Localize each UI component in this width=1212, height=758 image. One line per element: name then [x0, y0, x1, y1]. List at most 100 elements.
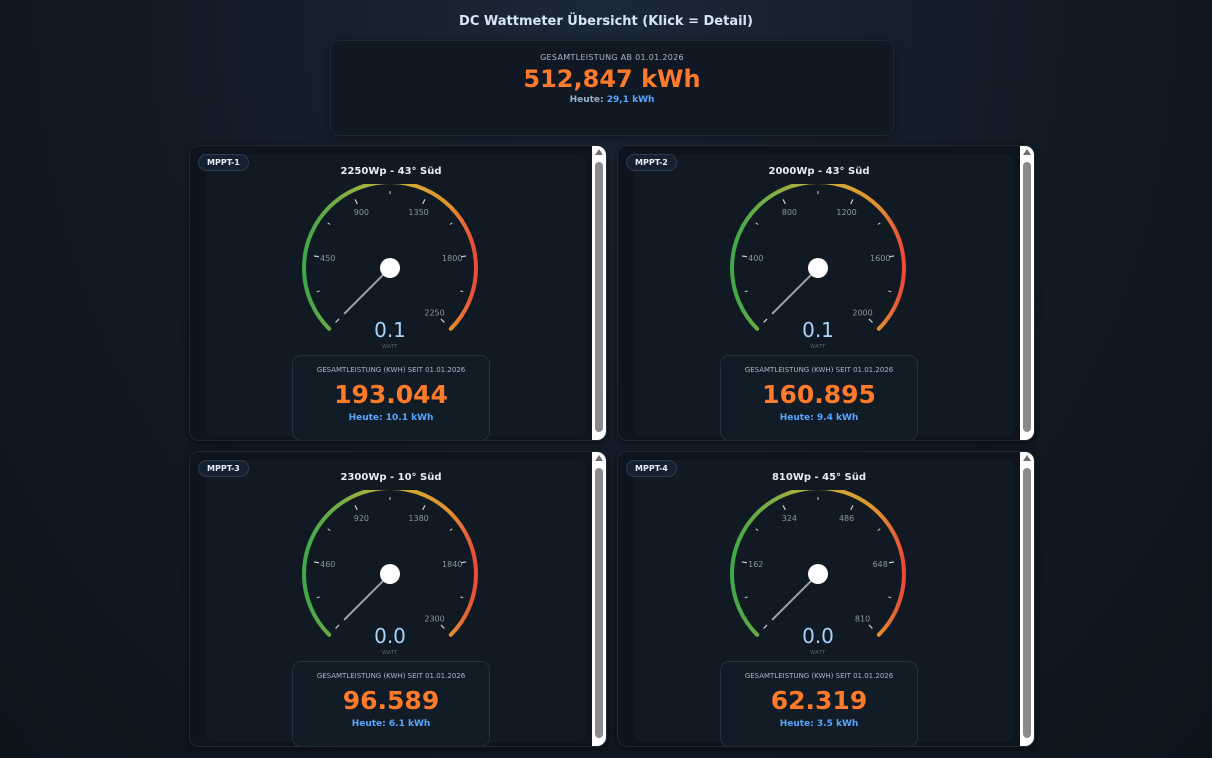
card-title: 2250Wp - 43° Süd	[340, 166, 442, 177]
gauge-tick	[877, 222, 881, 225]
gauge-tick	[460, 290, 464, 293]
card-scrollbar[interactable]	[1020, 452, 1034, 746]
gauge-tick-label: 400	[748, 254, 763, 263]
gauge-tick	[460, 596, 464, 599]
card-title: 2300Wp - 10° Süd	[340, 472, 442, 483]
gauge-tick	[763, 318, 768, 323]
power-gauge: 450 900 1350 1800 2250 0.1 WATT	[300, 180, 480, 354]
gauge-tick	[889, 255, 895, 258]
gauge-value: 0.0	[802, 624, 834, 648]
gauge-tick	[888, 290, 892, 293]
gauge-tick-label: 800	[782, 208, 797, 217]
gauge-tick	[313, 561, 319, 564]
card-scrollbar[interactable]	[592, 146, 606, 440]
gauge-value: 0.1	[802, 318, 834, 342]
gauge-hub	[380, 564, 400, 584]
gauge-tick	[850, 505, 854, 511]
gauge-tick-label: 1800	[442, 254, 462, 263]
mppt-badge: MPPT-3	[198, 460, 249, 477]
gauge-tick-label: 1380	[408, 514, 428, 523]
gauge-unit: WATT	[810, 344, 826, 350]
gauge-tick	[354, 199, 358, 205]
total-today-value: 29,1 kWh	[606, 95, 655, 105]
gauge-value: 0.1	[374, 318, 406, 342]
energy-today: Heute: 6.1 kWh	[351, 719, 431, 729]
energy-label: GESAMTLEISTUNG (KWH) SEIT 01.01.2026	[316, 366, 466, 374]
mppt-card-3[interactable]: MPPT-3 2300Wp - 10° Süd 460 920 1380 1840 23…	[189, 451, 607, 747]
energy-panel: GESAMTLEISTUNG (KWH) SEIT 01.01.2026 160…	[720, 355, 918, 440]
gauge-tick	[868, 318, 873, 323]
gauge-tick-label: 324	[782, 514, 797, 523]
gauge-tick-label: 486	[839, 514, 854, 523]
total-today-prefix: Heute:	[569, 95, 604, 105]
energy-today: Heute: 10.1 kWh	[348, 413, 434, 423]
mppt-badge: MPPT-1	[198, 154, 249, 171]
gauge-tick-label: 2000	[852, 309, 872, 318]
mppt-badge: MPPT-4	[626, 460, 677, 477]
gauge-hub	[380, 258, 400, 278]
total-today: Heute: 29,1 kWh	[331, 95, 893, 105]
card-title: 810Wp - 45° Süd	[771, 472, 867, 483]
gauge-tick	[440, 624, 445, 629]
gauge-tick	[741, 561, 747, 564]
scroll-up-arrow-icon[interactable]	[1023, 455, 1031, 461]
scroll-thumb[interactable]	[1023, 468, 1031, 738]
gauge-hub	[808, 258, 828, 278]
mppt-card-1[interactable]: MPPT-1 2250Wp - 43° Süd 450 900 1350 1800 22…	[189, 145, 607, 441]
gauge-tick-label: 900	[354, 208, 369, 217]
gauge-tick	[755, 528, 759, 531]
scroll-up-arrow-icon[interactable]	[1023, 149, 1031, 155]
gauge-tick	[782, 199, 786, 205]
energy-panel: GESAMTLEISTUNG (KWH) SEIT 01.01.2026 193…	[292, 355, 490, 440]
gauge-unit: WATT	[810, 650, 826, 656]
energy-value: 62.319	[770, 686, 868, 715]
card-scrollbar[interactable]	[1020, 146, 1034, 440]
total-summary-panel: GESAMTLEISTUNG AB 01.01.2026 512,847 kWh…	[330, 40, 894, 136]
page-title: DC Wattmeter Übersicht (Klick = Detail)	[459, 14, 753, 29]
gauge-value: 0.0	[374, 624, 406, 648]
gauge-tick-label: 810	[855, 615, 870, 624]
scroll-thumb[interactable]	[595, 468, 603, 738]
energy-value: 96.589	[342, 686, 440, 715]
gauge-tick	[744, 290, 748, 293]
mppt-card-2[interactable]: MPPT-2 2000Wp - 43° Süd 400 800 1200 1600 20…	[617, 145, 1035, 441]
gauge-tick	[422, 505, 426, 511]
gauge-tick	[461, 255, 467, 258]
gauge-tick	[327, 528, 331, 531]
gauge-tick-label: 460	[320, 560, 335, 569]
energy-value: 160.895	[762, 380, 876, 409]
gauge-tick	[440, 318, 445, 323]
scroll-thumb[interactable]	[595, 162, 603, 432]
gauge-tick	[889, 561, 895, 564]
gauge-needle	[343, 268, 390, 315]
gauge-tick	[741, 255, 747, 258]
gauge-tick	[449, 528, 453, 531]
gauge-tick-label: 162	[748, 560, 763, 569]
gauge-tick	[316, 290, 320, 293]
gauge-unit: WATT	[382, 344, 398, 350]
gauge-tick	[354, 505, 358, 511]
card-scrollbar[interactable]	[592, 452, 606, 746]
scroll-up-arrow-icon[interactable]	[595, 149, 603, 155]
gauge-unit: WATT	[382, 650, 398, 656]
scroll-thumb[interactable]	[1023, 162, 1031, 432]
gauge-tick-label: 2300	[424, 615, 444, 624]
energy-panel: GESAMTLEISTUNG (KWH) SEIT 01.01.2026 96.…	[292, 661, 490, 746]
gauge-tick-label: 920	[354, 514, 369, 523]
gauge-tick	[755, 222, 759, 225]
gauge-needle	[771, 268, 818, 315]
mppt-card-4[interactable]: MPPT-4 810Wp - 45° Süd 162 324 486 648 810 0…	[617, 451, 1035, 747]
energy-label: GESAMTLEISTUNG (KWH) SEIT 01.01.2026	[316, 672, 466, 680]
gauge-tick-label: 1600	[870, 254, 890, 263]
power-gauge: 162 324 486 648 810 0.0 WATT	[728, 486, 908, 660]
gauge-tick-label: 450	[320, 254, 335, 263]
power-gauge: 400 800 1200 1600 2000 0.1 WATT	[728, 180, 908, 354]
scroll-up-arrow-icon[interactable]	[595, 455, 603, 461]
gauge-tick	[868, 624, 873, 629]
gauge-tick	[449, 222, 453, 225]
gauge-needle	[771, 574, 818, 621]
energy-value: 193.044	[334, 380, 448, 409]
gauge-tick	[327, 222, 331, 225]
gauge-tick	[316, 596, 320, 599]
energy-panel: GESAMTLEISTUNG (KWH) SEIT 01.01.2026 62.…	[720, 661, 918, 746]
